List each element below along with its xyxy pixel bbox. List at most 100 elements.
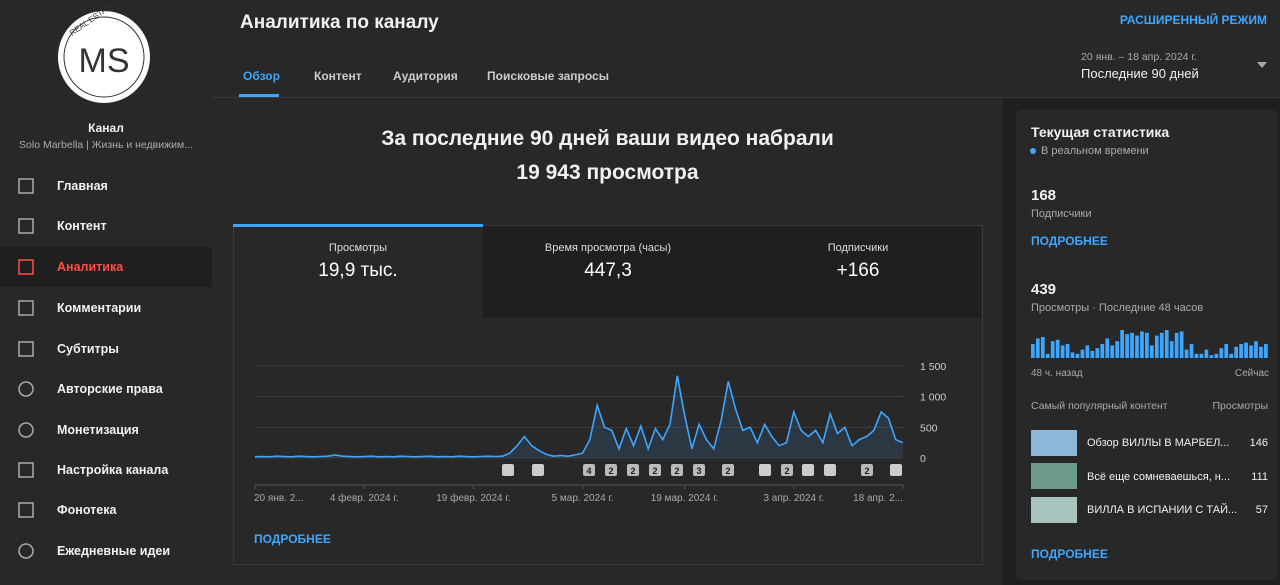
mini-bar [1085,345,1090,358]
mini-bar [1060,345,1065,358]
x-tick-label: 18 апр. 2... [853,493,903,504]
y-tick-label: 500 [920,422,938,434]
metric-value[interactable]: +166 [836,260,880,281]
advanced-mode[interactable]: РАСШИРЕННЫЙ РЕЖИМ [1119,13,1267,27]
y-tick-label: 1 000 [920,392,946,404]
nav-item[interactable]: Авторские права [57,382,163,396]
metrics-card [233,225,983,565]
event-label: 2 [652,466,657,476]
mini-bar [1199,353,1204,358]
y-tick-label: 0 [920,453,926,465]
top-title[interactable]: ВИЛЛА В ИСПАНИИ С ТАЙ... [1087,504,1238,516]
mini-bar [1264,344,1268,358]
mini-bar [1164,330,1169,358]
x-tick-label: 4 февр. 2024 г. [330,492,399,504]
top-title[interactable]: Всё еще сомневаешься, н... [1087,471,1231,483]
mini-bar [1204,349,1209,358]
mini-bar [1115,341,1120,358]
top-views: 111 [1251,471,1268,483]
nav-item[interactable]: Ежедневные идеи [57,544,171,558]
top-views: 146 [1249,437,1268,449]
date-range[interactable]: 20 янв. – 18 апр. 2024 г. [1081,51,1197,63]
event-icon [824,464,836,476]
metric-active-bar [233,224,483,227]
top-title[interactable]: Обзор ВИЛЛЫ В МАРБЕЛ... [1087,437,1230,449]
nav-item[interactable]: Субтитры [57,342,119,356]
mini-bar [1254,341,1258,358]
x-tick-label: 19 февр. 2024 г. [436,492,510,504]
mini-bar [1140,331,1144,358]
event-badge [583,464,595,476]
mini-bar [1135,335,1139,358]
nav-item[interactable]: Контент [57,219,107,233]
mini-bar [1174,332,1179,358]
mini-bar [1110,345,1115,358]
more-link[interactable]: ПОДРОБНЕЕ [254,532,331,546]
x-tick-label: 20 янв. 2... [254,493,304,504]
mini-bar [1224,344,1229,358]
subs-label: Подписчики [1031,208,1092,220]
nav-icons [18,178,34,559]
thumb[interactable] [1031,463,1077,489]
mini-bar [1145,332,1149,358]
x-tick-label: 48 ч. назад [1031,368,1083,379]
mini-bar [1154,335,1159,358]
nav-item[interactable]: Главная [57,179,108,193]
event-badge [671,464,683,476]
area [255,375,903,458]
mini-bar [1179,331,1184,358]
metric-label[interactable]: Подписчики [827,242,889,254]
x-tick-label: 19 мар. 2024 г. [651,493,719,504]
mini-bar [1229,353,1234,358]
nav-item[interactable]: Настройка канала [57,463,169,477]
nav-item[interactable]: Комментарии [57,301,142,315]
dropdown-arrow[interactable] [1257,62,1267,68]
summary-line1: За последние 90 дней ваши видео набрали [381,127,834,150]
mini-bar [1159,332,1164,358]
metric-tab-bg [483,226,981,318]
event-label: 2 [725,466,730,476]
metric-label[interactable]: Просмотры [328,242,388,254]
views-value: 439 [1031,281,1057,298]
mini-bar [1035,338,1040,358]
channel-name: Solo Marbella | Жизнь и недвижим... [19,139,193,151]
mini-bar [1125,334,1129,358]
thumb[interactable] [1031,497,1077,523]
tab[interactable]: Контент [314,69,362,83]
event-label: 4 [586,466,591,476]
tab[interactable]: Поисковые запросы [487,69,609,83]
mini-bar [1169,341,1174,358]
nav-item[interactable]: Аналитика [57,260,124,274]
realtime-title: Текущая статистика [1031,124,1170,140]
mini-bar [1194,353,1199,358]
page-title: Аналитика по каналу [240,12,439,33]
metric-value[interactable]: 19,9 тыс. [318,260,398,281]
event-label: 2 [784,466,789,476]
nav-item[interactable]: Монетизация [57,423,139,437]
event-badge [627,464,639,476]
top-views-header: Просмотры [1212,400,1269,412]
mini-bar [1209,355,1214,358]
subs-value: 168 [1031,187,1057,204]
event-badge [649,464,661,476]
live-label: В реальном времени [1041,145,1149,157]
more-link[interactable]: ПОДРОБНЕЕ [1031,547,1108,561]
mini-bar [1214,353,1219,358]
tab[interactable]: Аудитория [393,69,458,83]
mini-bar [1244,342,1248,358]
thumb[interactable] [1031,430,1077,456]
event-label: 2 [864,466,869,476]
event-icon [532,464,544,476]
mini-bar [1045,353,1050,358]
period[interactable]: Последние 90 дней [1081,66,1199,81]
tab[interactable]: Обзор [243,69,280,83]
mini-bar [1070,352,1075,358]
metric-label[interactable]: Время просмотра (часы) [544,242,672,254]
mini-bar [1031,344,1035,358]
views-label: Просмотры · Последние 48 часов [1031,302,1204,314]
more-link[interactable]: ПОДРОБНЕЕ [1031,234,1108,248]
metric-value[interactable]: 447,3 [584,260,632,281]
nav-item[interactable]: Фонотека [57,503,117,517]
